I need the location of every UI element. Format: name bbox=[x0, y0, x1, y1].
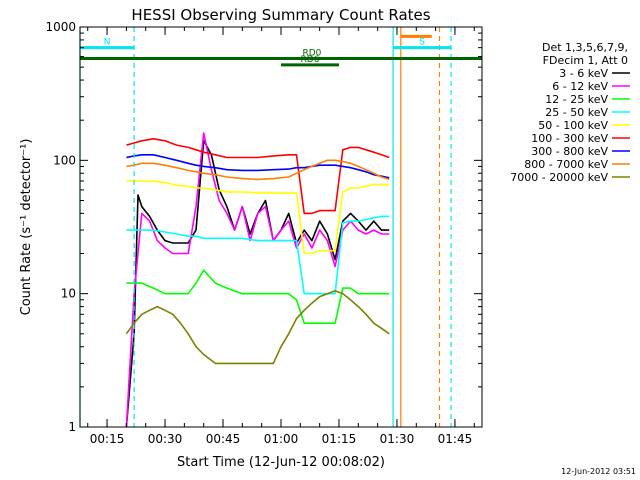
axes: 00:15 00:30 00:45 01:00 01:15 01:30 01:45 1 10 10… bbox=[45, 20, 482, 446]
series-line-4 bbox=[126, 180, 390, 255]
legend-label-2: 12 - 25 keV bbox=[545, 93, 608, 106]
legend-header-0: Det 1,3,5,6,7,9, bbox=[542, 41, 628, 54]
timestamp: 12-Jun-2012 03:51 bbox=[561, 467, 636, 476]
chart-title: HESSI Observing Summary Count Rates bbox=[131, 6, 430, 24]
legend: Det 1,3,5,6,7,9,FDecim 1, Att 03 - 6 keV… bbox=[510, 41, 630, 184]
x-axis-label: Start Time (12-Jun-12 00:08:02) bbox=[177, 455, 385, 470]
x-tick-label-0: 00:15 bbox=[90, 432, 125, 446]
x-tick-label-3: 01:00 bbox=[264, 432, 299, 446]
series-line-7 bbox=[126, 159, 390, 181]
flag-label-4: RD0 bbox=[302, 49, 321, 59]
y-tick-label-0: 1 bbox=[68, 420, 76, 434]
series-line-2 bbox=[126, 269, 390, 325]
legend-label-0: 3 - 6 keV bbox=[559, 67, 608, 80]
series-line-1 bbox=[125, 132, 390, 428]
y-tick-label-2: 100 bbox=[53, 153, 76, 167]
flag-label-1: S bbox=[419, 38, 425, 48]
x-tick-label-5: 01:30 bbox=[380, 432, 415, 446]
data-series bbox=[125, 132, 390, 428]
y-axis-label: Count Rate (s⁻¹ detector⁻¹) bbox=[19, 139, 34, 316]
legend-label-5: 100 - 300 keV bbox=[531, 132, 608, 145]
legend-label-6: 300 - 800 keV bbox=[531, 145, 608, 158]
legend-label-1: 6 - 12 keV bbox=[552, 80, 608, 93]
y-tick-label-3: 1000 bbox=[45, 20, 76, 34]
flag-label-5: RD6 bbox=[301, 55, 320, 65]
series-line-0 bbox=[125, 140, 390, 428]
y-tick-label-1: 10 bbox=[61, 287, 76, 301]
legend-label-7: 800 - 7000 keV bbox=[524, 158, 608, 171]
legend-header-1: FDecim 1, Att 0 bbox=[543, 54, 628, 67]
x-tick-label-1: 00:30 bbox=[148, 432, 183, 446]
x-tick-label-6: 01:45 bbox=[438, 432, 473, 446]
series-line-8 bbox=[125, 289, 390, 365]
legend-label-8: 7000 - 20000 keV bbox=[510, 171, 608, 184]
series-line-5 bbox=[126, 138, 390, 215]
flag-label-0: N bbox=[104, 38, 111, 48]
x-tick-label-2: 00:45 bbox=[206, 432, 241, 446]
series-line-3 bbox=[126, 215, 390, 295]
legend-label-4: 50 - 100 keV bbox=[538, 119, 608, 132]
x-tick-label-4: 01:15 bbox=[322, 432, 357, 446]
series-line-6 bbox=[126, 154, 390, 179]
legend-label-3: 25 - 50 keV bbox=[545, 106, 608, 119]
